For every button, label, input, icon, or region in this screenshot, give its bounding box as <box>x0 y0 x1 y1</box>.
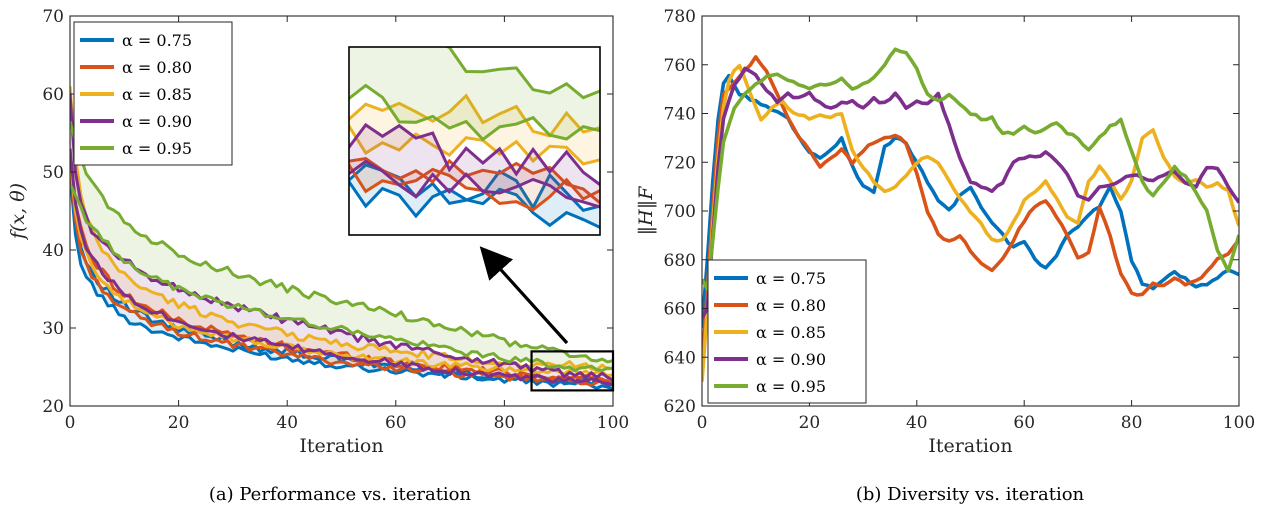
inset-band-fill <box>349 124 600 207</box>
b-y-tick-label: 740 <box>664 105 696 125</box>
chart-performance: (a) Performance vs. iteration 0 20 40 60 80 1… <box>7 7 629 505</box>
inset-line-upper <box>349 122 600 186</box>
series-line-lower <box>70 183 613 373</box>
b-y-tick-label: 620 <box>664 397 696 417</box>
inset-line-upper <box>349 93 600 138</box>
b-legend-label: α = 0.80 <box>756 296 826 315</box>
caption-b: (b) Diversity vs. iteration <box>856 484 1085 505</box>
inset-line-lower <box>349 159 600 209</box>
b-y-tick-label: 680 <box>664 251 696 271</box>
band-fill <box>70 121 613 371</box>
a-x-axis-label: Iteration <box>299 435 383 457</box>
zoom-arrow <box>479 246 569 345</box>
series-line-lower <box>70 164 613 387</box>
b-y-tick-label: 660 <box>664 300 696 320</box>
chart-diversity: (b) Diversity vs. iteration 0 20 40 60 80 100… <box>635 7 1255 505</box>
b-x-axis-label: Iteration <box>928 435 1012 457</box>
b-y-tick-label: 700 <box>664 202 696 222</box>
b-y-axis-label: ‖H‖F <box>635 186 657 236</box>
a-y-tick-label: 60 <box>42 85 64 105</box>
b-y-tick-label: 780 <box>664 7 696 27</box>
a-y-tick-label: 40 <box>42 241 64 261</box>
b-x-tick-label: 80 <box>1121 413 1143 433</box>
inset-band-fill <box>349 164 600 228</box>
b-legend-label: α = 0.90 <box>756 350 826 369</box>
inset-line-lower <box>349 83 600 142</box>
a-x-tick-label: 20 <box>168 413 190 433</box>
series-line-lower <box>70 148 613 387</box>
a-y-tick-label: 20 <box>42 397 64 417</box>
a-x-tick-label: 80 <box>494 413 516 433</box>
b-x-tick-label: 20 <box>799 413 821 433</box>
b-y-tick-label: 640 <box>664 348 696 368</box>
a-y-tick-label: 70 <box>42 7 64 27</box>
series-line <box>702 66 1239 320</box>
a-y-tick-label: 50 <box>42 163 64 183</box>
a-legend-label: α = 0.90 <box>122 112 192 131</box>
inset-bg <box>349 47 600 235</box>
inset-line-upper <box>443 47 600 100</box>
a-legend-label: α = 0.85 <box>122 85 192 104</box>
b-y-tick-label: 720 <box>664 153 696 173</box>
series-line <box>702 63 1239 382</box>
b-x-tick-label: 0 <box>697 413 708 433</box>
inset-frame <box>348 46 601 236</box>
a-y-tick-label: 30 <box>42 319 64 339</box>
series-line <box>702 47 1239 291</box>
b-legend-label: α = 0.75 <box>756 269 826 288</box>
zoom-region-box <box>530 350 615 392</box>
a-legend-label: α = 0.95 <box>122 139 192 158</box>
a-x-tick-label: 60 <box>385 413 407 433</box>
b-legend-label: α = 0.85 <box>756 323 826 342</box>
a-y-axis-label: f(x, θ) <box>7 183 29 241</box>
a-x-tick-label: 40 <box>276 413 298 433</box>
plot-area-b <box>702 47 1239 382</box>
a-legend-label: α = 0.80 <box>122 58 192 77</box>
series-line <box>702 55 1239 368</box>
plot-frame <box>69 15 614 407</box>
inset-band-fill <box>349 47 600 140</box>
plot-area-a <box>70 86 613 391</box>
b-x-tick-label: 100 <box>1223 413 1255 433</box>
b-x-tick-label: 60 <box>1013 413 1035 433</box>
a-x-tick-label: 100 <box>597 413 629 433</box>
a-legend-label: α = 0.75 <box>122 31 192 50</box>
series-line-upper <box>70 120 613 364</box>
band-fill <box>70 94 613 385</box>
inset-plot <box>349 47 600 229</box>
b-x-tick-label: 40 <box>906 413 928 433</box>
caption-a: (a) Performance vs. iteration <box>209 484 472 505</box>
b-y-tick-label: 760 <box>664 56 696 76</box>
a-x-tick-label: 0 <box>65 413 76 433</box>
series-line-upper <box>70 93 613 382</box>
b-legend-label: α = 0.95 <box>756 377 826 396</box>
inset-line-lower <box>349 124 600 166</box>
